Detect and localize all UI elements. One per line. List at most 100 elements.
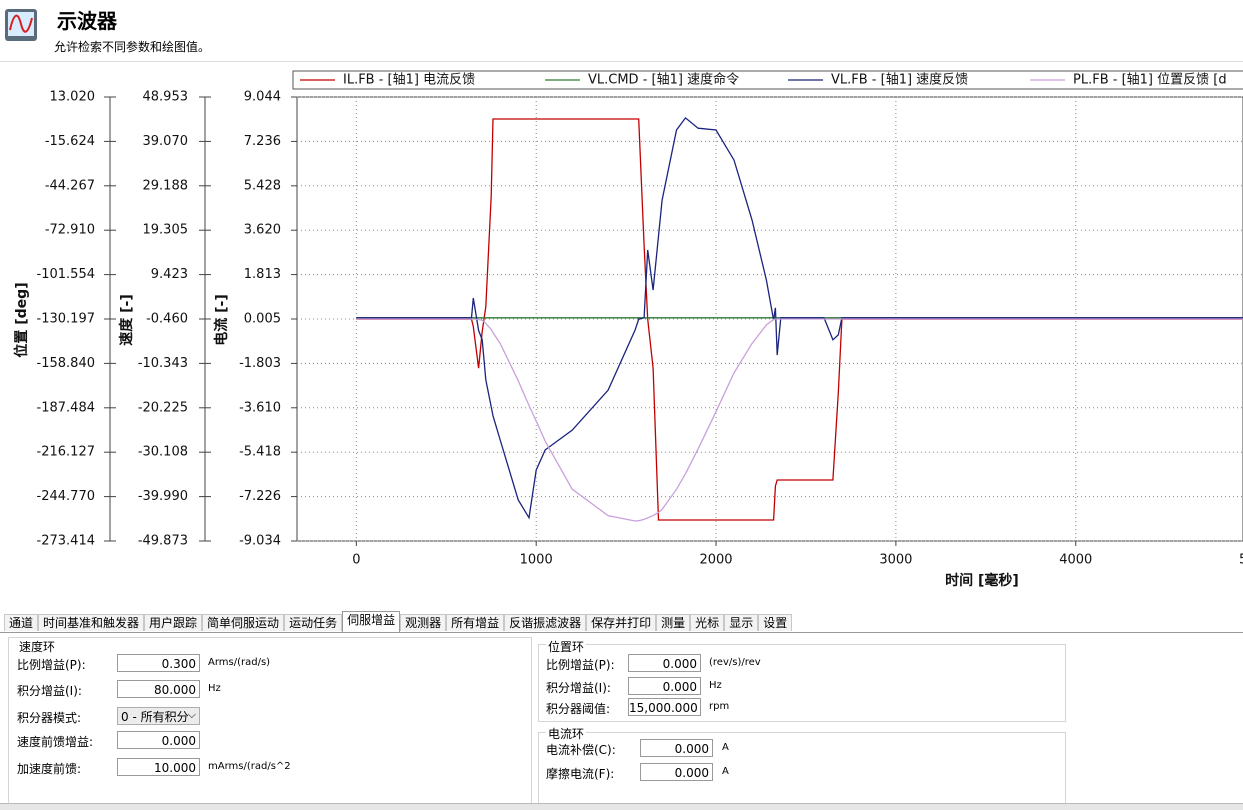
legend-label: VL.CMD - [轴1] 速度命令 — [588, 72, 739, 88]
y-tick-label: -130.197 — [37, 312, 95, 327]
group-box — [538, 644, 1066, 722]
unit-label: (rev/s)/rev — [709, 657, 761, 668]
legend — [292, 70, 1243, 90]
y-tick-label: -244.770 — [37, 489, 95, 504]
y-tick-label: -44.267 — [45, 178, 95, 193]
unit-label: Hz — [709, 680, 722, 691]
legend-label: VL.FB - [轴1] 速度反馈 — [831, 72, 968, 88]
field-label: 电流补偿(C): — [546, 743, 616, 757]
series-line — [356, 318, 1243, 522]
tab[interactable]: 简单伺服运动 — [202, 614, 285, 631]
app-icon — [5, 9, 37, 41]
unit-label: A — [722, 766, 729, 777]
field-label: 积分器阈值: — [546, 702, 611, 716]
y-tick-label: 7.236 — [244, 134, 281, 149]
y-tick-label: 9.044 — [244, 90, 281, 105]
y-tick-label: 1.813 — [244, 267, 281, 282]
x-tick-label: 2000 — [699, 553, 732, 568]
series-line — [356, 116, 1243, 520]
x-axis-title: 时间 [毫秒] — [945, 572, 1019, 589]
y-tick-label: 5.428 — [244, 178, 281, 193]
y-tick-label: 29.188 — [143, 178, 189, 193]
y-tick-label: 48.953 — [143, 90, 189, 105]
series-line — [356, 118, 1243, 521]
text-input[interactable]: 0.300 — [117, 654, 200, 672]
field-label: 积分器模式: — [17, 711, 82, 725]
unit-label: A — [722, 742, 729, 753]
tab[interactable]: 通道 — [4, 614, 39, 631]
text-input[interactable]: 0.000 — [640, 739, 713, 757]
y-tick-label: -72.910 — [45, 223, 95, 238]
y-tick-label: -3.610 — [239, 400, 281, 415]
y-tick-label: 0.005 — [244, 312, 281, 327]
tab[interactable]: 伺服增益 — [342, 611, 401, 632]
y-tick-label: -216.127 — [37, 445, 95, 460]
tab[interactable]: 用户跟踪 — [144, 614, 203, 631]
tab[interactable]: 所有增益 — [446, 614, 505, 631]
tab[interactable]: 显示 — [724, 614, 759, 631]
page-subtitle: 允许检索不同参数和绘图值。 — [54, 40, 211, 54]
y-axis-title: 速度 [-] — [118, 294, 135, 345]
y-tick-label: -101.554 — [37, 267, 95, 282]
y-tick-label: -9.034 — [239, 534, 281, 549]
tab[interactable]: 保存并打印 — [586, 614, 657, 631]
text-input[interactable]: 15,000.000 — [628, 698, 701, 716]
field-label: 速度前馈增益: — [17, 735, 94, 749]
tab[interactable]: 时间基准和触发器 — [38, 614, 145, 631]
y-tick-label: 19.305 — [143, 223, 189, 238]
group-title: 位置环 — [546, 638, 587, 655]
tab[interactable]: 观测器 — [400, 614, 447, 631]
text-input[interactable]: 0.000 — [628, 677, 701, 695]
group-title: 电流环 — [546, 725, 587, 742]
text-input[interactable]: 0.000 — [640, 763, 713, 781]
y-tick-label: 39.070 — [143, 134, 189, 149]
x-tick-label: 0 — [352, 553, 360, 568]
tab[interactable]: 运动任务 — [284, 614, 343, 631]
chart: 0 1000 2000 3000 4000 5000 时间 [毫秒] 13.020 -15.62… — [13, 70, 1243, 589]
unit-label: rpm — [709, 701, 730, 712]
field-label: 积分增益(I): — [546, 681, 611, 695]
tab[interactable]: 测量 — [656, 614, 691, 631]
field-label: 加速度前馈: — [17, 762, 82, 776]
y-tick-label: 13.020 — [50, 90, 96, 105]
y-axis-title: 位置 [deg] — [13, 282, 30, 357]
text-input[interactable]: 0.000 — [628, 654, 701, 672]
y-tick-label: -5.418 — [239, 445, 281, 460]
status-bar — [0, 803, 1243, 810]
text-input[interactable]: 10.000 — [117, 758, 200, 776]
y-tick-label: -15.624 — [45, 134, 95, 149]
tab-panel — [0, 632, 1243, 805]
y-tick-label: -187.484 — [37, 400, 95, 415]
y-tick-label: -20.225 — [138, 400, 188, 415]
tab[interactable]: 反谐振滤波器 — [504, 614, 587, 631]
tab[interactable]: 设置 — [758, 614, 793, 631]
y-tick-label: 3.620 — [244, 223, 281, 238]
text-input[interactable]: 0.000 — [117, 731, 200, 749]
y-axis-title: 电流 [-] — [213, 294, 230, 345]
y-tick-label: -273.414 — [37, 534, 95, 549]
field-label: 比例增益(P): — [546, 658, 615, 672]
y-tick-label: -1.803 — [239, 356, 281, 371]
field-label: 积分增益(I): — [17, 684, 82, 698]
tab[interactable]: 光标 — [690, 614, 725, 631]
y-tick-label: -158.840 — [37, 356, 95, 371]
dropdown-arrow: ⌵ — [187, 708, 196, 721]
separator — [0, 61, 1243, 62]
y-tick-label: 9.423 — [151, 267, 188, 282]
y-tick-label: -39.990 — [138, 489, 188, 504]
x-tick-label: 5000 — [1239, 553, 1243, 568]
y-tick-label: -30.108 — [138, 445, 188, 460]
x-tick-label: 4000 — [1059, 553, 1092, 568]
x-tick-label: 1000 — [520, 553, 553, 568]
unit-label: mArms/(rad/s^2 — [208, 761, 291, 772]
unit-label: Arms/(rad/s) — [208, 657, 271, 668]
group-box — [538, 732, 1066, 804]
y-tick-label: -49.873 — [138, 534, 188, 549]
page-title: 示波器 — [57, 9, 117, 33]
unit-label: Hz — [208, 683, 221, 694]
y-tick-label: -0.460 — [146, 312, 188, 327]
text-input[interactable]: 80.000 — [117, 680, 200, 698]
select-box[interactable]: 0 - 所有积分 ⌵ — [117, 707, 200, 725]
legend-label: PL.FB - [轴1] 位置反馈 [d — [1073, 73, 1227, 88]
y-tick-label: -10.343 — [138, 356, 188, 371]
